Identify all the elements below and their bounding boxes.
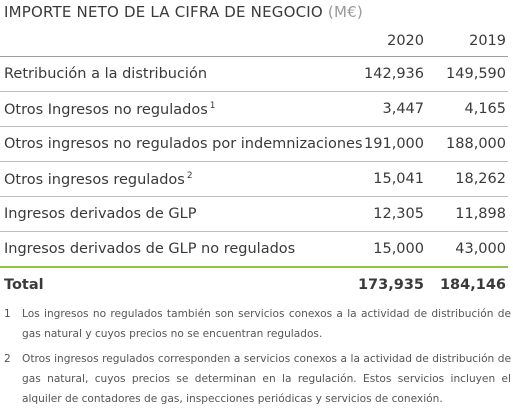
value-2020: 142,936 (364, 66, 424, 82)
title-unit: (M€) (327, 3, 363, 21)
table-row: Otros ingresos regulados 2 15,041 18,262 (0, 162, 508, 197)
row-label-text: Retribución a la distribución (4, 66, 208, 82)
revenue-table: 2020 2019 Retribución a la distribución … (0, 26, 508, 302)
value-2020: 15,041 (373, 171, 424, 187)
row-label-text: Otros ingresos regulados (4, 171, 185, 188)
footnote-ref: 2 (186, 170, 193, 181)
total-value-2020: 173,935 (357, 277, 424, 293)
table-row: Retribución a la distribución 142,936 14… (0, 57, 508, 92)
row-label: Otros ingresos regulados 2 (0, 162, 346, 197)
footnote-text: Otros ingresos regulados corresponden a … (22, 353, 511, 405)
footnote: 2 Otros ingresos regulados corresponden … (0, 349, 513, 409)
total-row: Total 173,935 184,146 (0, 267, 508, 302)
value-2019: 43,000 (455, 241, 506, 257)
table-row: Otros Ingresos no regulados 1 3,447 4,165 (0, 92, 508, 127)
value-2020: 15,000 (373, 241, 424, 257)
footnote-ref: 1 (209, 100, 216, 111)
row-label: Otros ingresos no regulados por indemniz… (0, 127, 363, 162)
value-2019: 188,000 (446, 136, 506, 152)
row-label-text: Otros Ingresos no regulados (4, 101, 208, 118)
value-2019: 4,165 (464, 101, 506, 117)
footnote-number: 1 (4, 308, 11, 320)
row-label-text: Ingresos derivados de GLP no regulados (4, 241, 296, 257)
total-label: Total (4, 277, 44, 293)
table-row: Ingresos derivados de GLP no regulados 1… (0, 232, 508, 268)
column-header-2020: 2020 (387, 33, 424, 49)
row-label-text: Ingresos derivados de GLP (4, 206, 197, 222)
table-title: IMPORTE NETO DE LA CIFRA DE NEGOCIO (M€) (4, 3, 363, 21)
row-label: Otros Ingresos no regulados 1 (0, 92, 346, 127)
footnotes: 1 Los ingresos no regulados también son … (0, 304, 513, 414)
footnote: 1 Los ingresos no regulados también son … (0, 304, 513, 344)
value-2019: 149,590 (446, 66, 506, 82)
row-label: Ingresos derivados de GLP no regulados (0, 232, 346, 268)
footnote-number: 2 (4, 353, 11, 365)
table-row: Otros ingresos no regulados por indemniz… (0, 127, 508, 162)
column-header-2019: 2019 (469, 33, 506, 49)
row-label: Ingresos derivados de GLP (0, 197, 346, 232)
value-2020: 12,305 (373, 206, 424, 222)
footnote-text: Los ingresos no regulados también son se… (22, 308, 511, 340)
header-row: 2020 2019 (0, 26, 508, 57)
row-label: Retribución a la distribución (0, 57, 346, 92)
value-2020: 191,000 (364, 136, 424, 152)
value-2019: 11,898 (455, 206, 506, 222)
row-label-text: Otros ingresos no regulados por indemniz… (4, 136, 363, 152)
value-2020: 3,447 (382, 101, 424, 117)
value-2019: 18,262 (455, 171, 506, 187)
table-row: Ingresos derivados de GLP 12,305 11,898 (0, 197, 508, 232)
header-spacer (0, 26, 346, 57)
title-main: IMPORTE NETO DE LA CIFRA DE NEGOCIO (4, 3, 323, 21)
total-value-2019: 184,146 (439, 277, 506, 293)
